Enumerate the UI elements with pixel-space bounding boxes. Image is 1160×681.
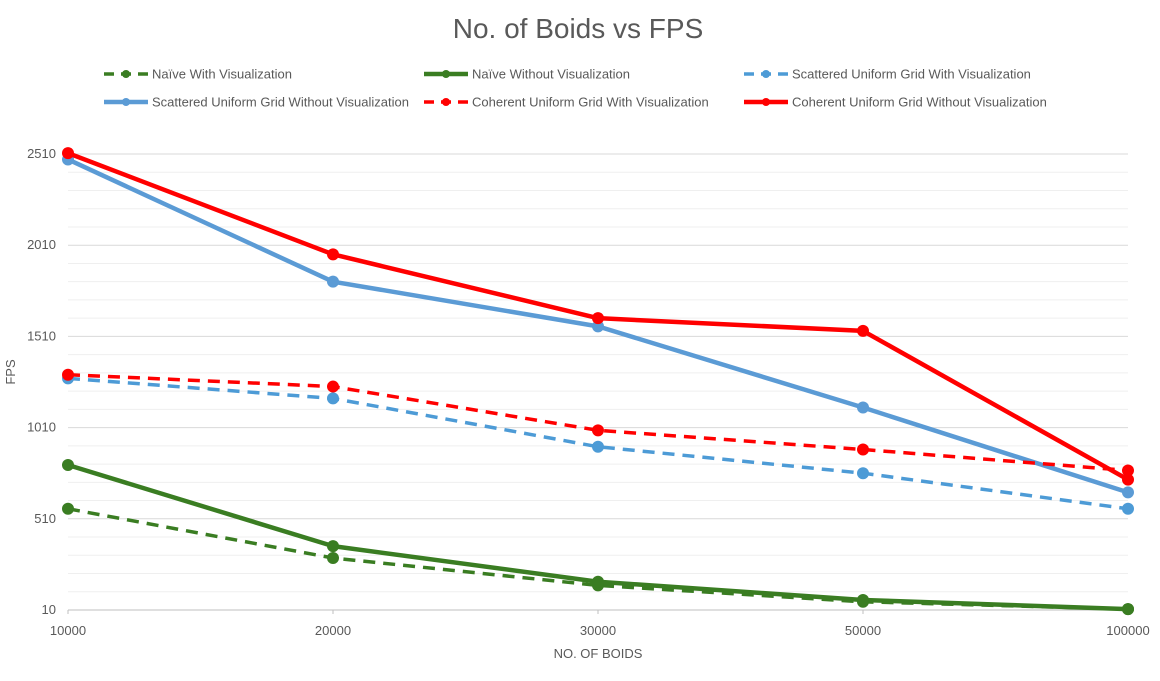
legend-marker: [122, 98, 130, 106]
data-point: [327, 275, 339, 288]
data-point: [327, 380, 339, 393]
data-point: [857, 593, 869, 606]
x-tick-label: 20000: [315, 623, 351, 638]
legend-marker: [442, 70, 450, 78]
legend-item: Naïve Without Visualization: [424, 67, 630, 82]
data-point: [327, 540, 339, 553]
x-tick-label: 10000: [50, 623, 86, 638]
legend: Naïve With Visualization Naïve Without Vi…: [104, 67, 1047, 110]
x-tick-label: 50000: [845, 623, 881, 638]
legend-label: Naïve Without Visualization: [472, 67, 630, 82]
series-group: [62, 147, 1134, 486]
y-axis-title: FPS: [3, 359, 18, 385]
legend-item: Coherent Uniform Grid With Visualization: [424, 95, 709, 110]
gridlines: [68, 153, 1128, 611]
data-point: [327, 552, 339, 565]
legend-item: Scattered Uniform Grid With Visualizatio…: [744, 67, 1031, 82]
legend-label: Coherent Uniform Grid With Visualization: [472, 95, 709, 110]
data-point: [592, 312, 604, 325]
data-point: [592, 440, 604, 453]
y-tick-label: 10: [42, 602, 56, 617]
x-tick-label: 100000: [1106, 623, 1149, 638]
chart-title: No. of Boids vs FPS: [453, 13, 704, 44]
series-group: [62, 502, 1134, 616]
data-point: [327, 392, 339, 405]
y-tick-label: 2010: [27, 237, 56, 252]
data-point: [857, 401, 869, 414]
data-point: [1122, 486, 1134, 499]
data-point: [62, 368, 74, 381]
data-point: [327, 248, 339, 261]
series-line: [67, 372, 1129, 473]
legend-item: Scattered Uniform Grid Without Visualiza…: [104, 95, 409, 110]
data-point: [62, 458, 74, 471]
legend-marker: [762, 98, 770, 106]
series-group: [62, 153, 1134, 499]
y-axis: 10 510 1010 1510 2010 2510: [27, 146, 56, 617]
y-tick-label: 1510: [27, 328, 56, 343]
data-point: [592, 575, 604, 588]
x-axis-title: NO. OF BOIDS: [554, 646, 643, 661]
data-point: [857, 443, 869, 456]
series-line: [67, 507, 1129, 611]
legend-marker: [442, 98, 450, 106]
legend-label: Scattered Uniform Grid Without Visualiza…: [152, 95, 409, 110]
legend-marker: [762, 70, 770, 78]
legend-label: Naïve With Visualization: [152, 67, 292, 82]
legend-item: Naïve With Visualization: [104, 67, 292, 82]
x-tick-label: 30000: [580, 623, 616, 638]
data-point: [1122, 464, 1134, 477]
y-tick-label: 510: [34, 511, 56, 526]
data-point: [1122, 473, 1134, 486]
data-point: [1122, 603, 1134, 616]
data-point: [62, 502, 74, 515]
series-line: [67, 376, 1129, 511]
x-axis: 10000 20000 30000 50000 100000: [50, 609, 1150, 638]
series-group: [62, 368, 1134, 477]
plot-series: [62, 147, 1134, 616]
series-group: [62, 458, 1134, 616]
y-tick-label: 2510: [27, 146, 56, 161]
data-point: [857, 467, 869, 480]
data-point: [592, 424, 604, 437]
y-tick-label: 1010: [27, 420, 56, 435]
data-point: [1122, 502, 1134, 515]
legend-label: Coherent Uniform Grid Without Visualizat…: [792, 95, 1047, 110]
legend-item: Coherent Uniform Grid Without Visualizat…: [744, 95, 1047, 110]
legend-marker: [122, 70, 130, 78]
data-point: [857, 324, 869, 337]
data-point: [62, 147, 74, 160]
legend-label: Scattered Uniform Grid With Visualizatio…: [792, 67, 1031, 82]
data-point: [592, 320, 604, 333]
